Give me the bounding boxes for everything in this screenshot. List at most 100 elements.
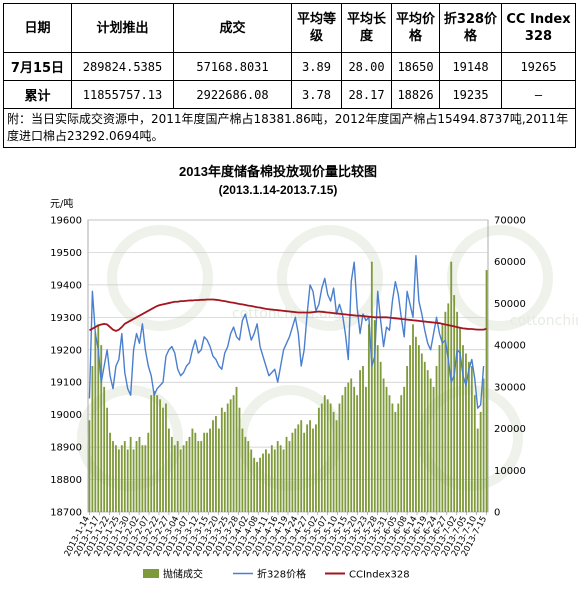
bar [382,378,385,512]
bar [194,432,197,512]
bar [409,345,411,512]
price-328-line [88,254,485,409]
watermark-circle [277,225,383,331]
bar [303,432,306,512]
bar [456,311,459,512]
bar [182,445,185,512]
bar [403,386,406,512]
header-328-price: 折328价格 [439,3,502,53]
bar [244,436,247,512]
bar [138,436,141,512]
table-cell: 11855757.13 [71,80,174,109]
bar [341,395,344,512]
bar [350,378,353,512]
bar [270,445,273,512]
bar [429,378,432,512]
bar [209,428,211,512]
bar [273,449,276,512]
bar [406,366,409,512]
bar [379,361,382,512]
bar [197,441,200,512]
table-note-row: 附：当日实际成交资源中，2011年度国产棉占18381.86吨，2012年度国产… [3,108,576,148]
bar [226,403,229,512]
table-cell: 3.78 [291,80,342,109]
bar [223,411,226,512]
bar [265,449,267,512]
header-avg-length: 平均长度 [341,3,392,53]
bar [191,428,194,512]
chart-title: 2013年度储备棉投放现价量比较图 [179,164,377,179]
y-tick-label: 19300 [50,313,82,324]
bar [165,403,167,512]
watermark-circle [107,225,213,331]
bar [215,416,217,512]
bar [282,449,285,512]
y-tick-label: 19600 [50,216,82,227]
bar [309,420,311,512]
bar [250,449,253,512]
row-label: 累计 [3,80,72,109]
bar [312,428,314,512]
bar [179,449,182,512]
bar [347,382,350,512]
bar [444,311,447,512]
table-cell: 19148 [439,52,502,81]
bar [173,445,176,512]
stats-table: 日期 计划推出 成交 平均等级 平均长度 平均价格 折328价格 CC Inde… [3,3,576,148]
y2-tick-label: 20000 [494,424,526,435]
bar [359,370,361,512]
bar [473,395,476,512]
bar [170,436,173,512]
bar [362,366,364,512]
bar [94,332,97,512]
cc-index-line [89,298,487,332]
header-date: 日期 [3,3,72,53]
legend: 抛储成交 折328价格 CCIndex328 [143,568,410,581]
bar [306,424,309,512]
bar [420,353,423,512]
bar [365,386,367,512]
table-cell: 19265 [501,52,576,81]
bar [185,441,188,512]
bar [467,361,470,512]
table-cell: 19235 [439,80,502,109]
bar [156,395,159,512]
y2-tick-label: 70000 [494,216,526,227]
header-avg-grade: 平均等级 [291,3,342,53]
bar [167,428,170,512]
y-tick-label: 19500 [50,248,82,259]
watermark-text: cottonchina.org [232,306,342,322]
price-volume-chart: cottonchina.org cottonchina.org 2013年度储备棉… [50,164,578,581]
bar [238,407,241,512]
bar [203,432,206,512]
table-cell: 57168.8031 [173,52,292,81]
bar [150,395,153,512]
bar [453,295,456,512]
watermark-circle [447,225,553,331]
header-cc-index: CC Index 328 [501,3,576,53]
bar [147,432,150,512]
bar [132,449,135,512]
bar [315,424,317,512]
bar [367,324,370,512]
bar [441,324,444,512]
bar [438,345,441,512]
table-cell: 3.89 [291,52,342,81]
bar [188,436,191,512]
bar [353,386,356,512]
bar [329,403,332,512]
bar [426,370,429,512]
bar [103,386,106,512]
table-cell: 28.17 [341,80,392,109]
bar [435,366,438,512]
bar [288,441,291,512]
table-cell: 289824.5385 [71,52,174,81]
bar [206,432,209,512]
y2-tick-label: 50000 [494,299,526,310]
bar [229,399,232,512]
bar [176,441,179,512]
table-cell: 28.00 [341,52,392,81]
bar [232,395,235,512]
bar [485,270,488,512]
bar [415,336,417,512]
